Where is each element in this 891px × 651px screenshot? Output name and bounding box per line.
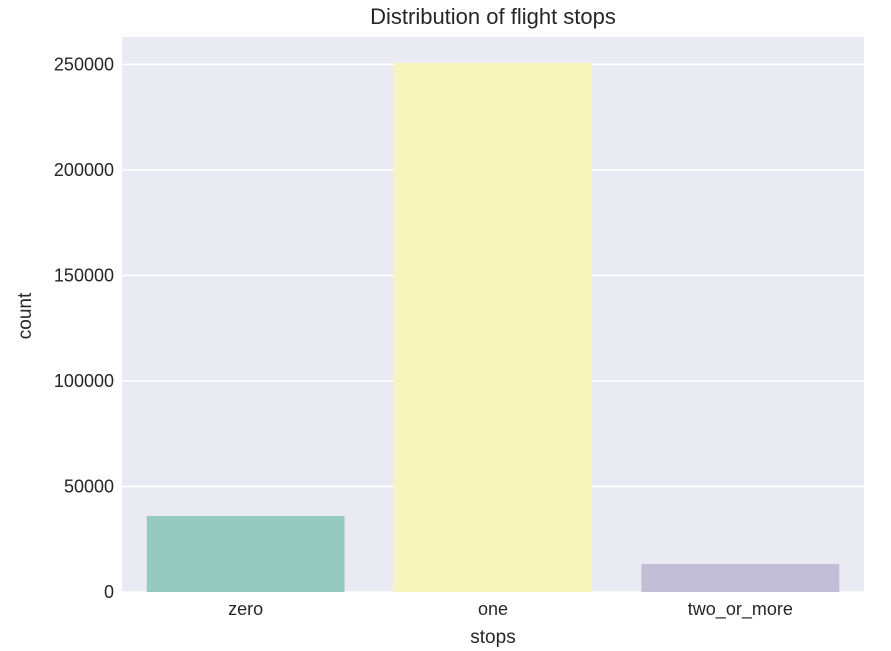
y-tick-label: 100000 [54,371,114,391]
x-axis-label: stops [470,627,515,648]
y-tick-label: 250000 [54,54,114,74]
x-tick-labels: zero one two_or_more [228,599,793,620]
x-tick-label: one [478,599,508,619]
y-tick-label: 200000 [54,160,114,180]
x-tick-label: two_or_more [688,599,793,620]
bars [146,62,840,593]
chart-title: Distribution of flight stops [370,4,616,29]
y-axis-label: count [15,292,36,339]
x-tick-label: zero [228,599,263,619]
bar-one [394,62,592,593]
bar-two-or-more [641,563,840,592]
y-tick-label: 150000 [54,265,114,285]
y-tick-label: 0 [104,582,114,602]
bar-zero [146,516,345,592]
y-tick-labels: 0 50000 100000 150000 200000 250000 [54,54,114,602]
y-tick-label: 50000 [64,476,114,496]
